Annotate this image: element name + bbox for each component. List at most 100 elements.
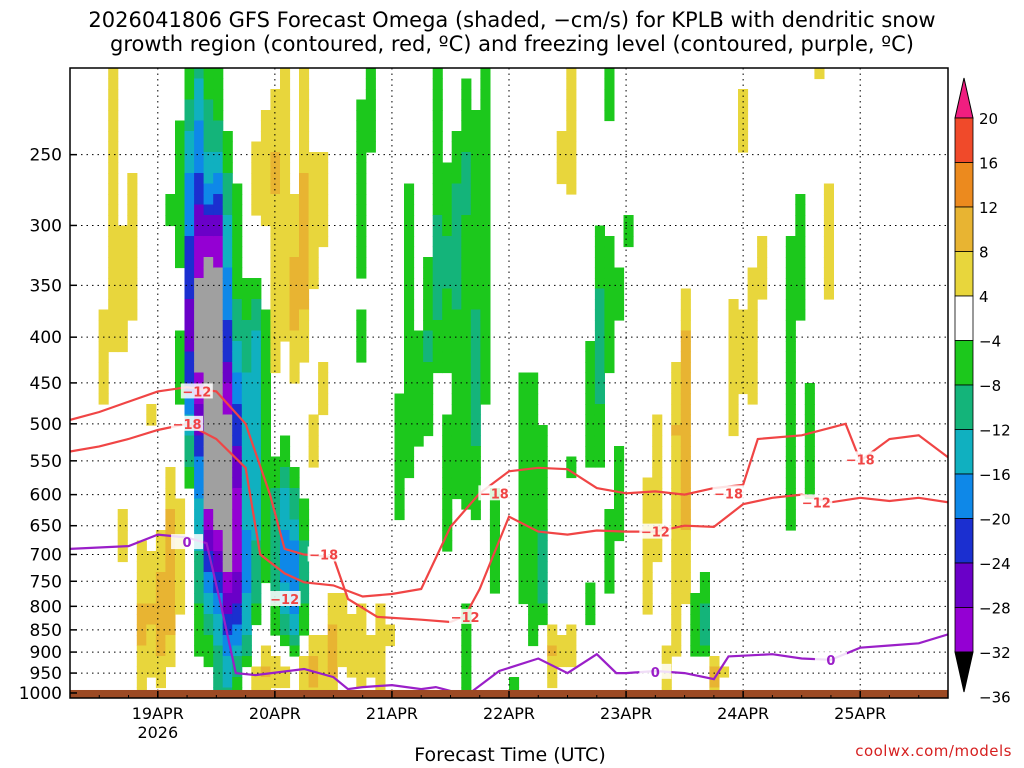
omega-cell bbox=[489, 498, 500, 510]
omega-cell bbox=[232, 435, 243, 447]
omega-cell bbox=[184, 131, 195, 143]
omega-cell bbox=[155, 677, 166, 689]
omega-cell bbox=[604, 78, 615, 90]
omega-cell bbox=[194, 78, 205, 90]
contour-dgz-minus12 bbox=[70, 386, 948, 624]
omega-cell bbox=[423, 320, 434, 332]
omega-cell bbox=[194, 582, 205, 594]
omega-cell bbox=[270, 320, 281, 332]
omega-cell bbox=[241, 519, 252, 531]
omega-cell bbox=[470, 488, 481, 500]
omega-cell bbox=[785, 309, 796, 321]
omega-cell bbox=[337, 614, 348, 626]
omega-cell bbox=[280, 509, 291, 521]
omega-cell bbox=[280, 435, 291, 447]
omega-cell bbox=[194, 519, 205, 531]
omega-cell bbox=[155, 540, 166, 552]
omega-cell bbox=[308, 236, 319, 248]
omega-cell bbox=[280, 320, 291, 332]
omega-cell bbox=[222, 194, 233, 206]
omega-cell bbox=[442, 299, 453, 311]
omega-cell bbox=[556, 131, 567, 143]
omega-cell bbox=[442, 435, 453, 447]
omega-cell bbox=[260, 677, 271, 689]
omega-cell bbox=[642, 488, 653, 500]
omega-cell bbox=[289, 488, 300, 500]
omega-cell bbox=[404, 267, 415, 279]
omega-cell bbox=[232, 393, 243, 405]
omega-cell bbox=[260, 183, 271, 195]
omega-cell bbox=[528, 603, 539, 615]
omega-cell bbox=[136, 582, 147, 594]
omega-cell bbox=[671, 635, 682, 647]
omega-cell bbox=[98, 309, 109, 321]
omega-cell bbox=[518, 404, 529, 416]
omega-cell bbox=[194, 194, 205, 206]
omega-cell bbox=[280, 551, 291, 563]
omega-cell bbox=[241, 593, 252, 605]
omega-cell bbox=[461, 236, 472, 248]
omega-cell bbox=[289, 194, 300, 206]
omega-cell bbox=[795, 257, 806, 269]
omega-cell bbox=[757, 257, 768, 269]
omega-cell bbox=[213, 551, 224, 563]
omega-cell bbox=[241, 404, 252, 416]
omega-cell bbox=[127, 225, 138, 237]
omega-cell bbox=[404, 393, 415, 405]
omega-cell bbox=[308, 645, 319, 657]
omega-cell bbox=[270, 299, 281, 311]
omega-cell bbox=[795, 309, 806, 321]
omega-cell bbox=[213, 519, 224, 531]
omega-cell bbox=[184, 204, 195, 216]
omega-cell bbox=[671, 414, 682, 426]
omega-cell bbox=[175, 152, 186, 164]
omega-cell bbox=[299, 519, 310, 531]
omega-cell bbox=[280, 467, 291, 479]
omega-cell bbox=[232, 215, 243, 227]
omega-cell bbox=[117, 341, 128, 353]
omega-cell bbox=[184, 141, 195, 153]
omega-cell bbox=[432, 141, 443, 153]
omega-cell bbox=[251, 309, 262, 321]
omega-cell bbox=[346, 614, 357, 626]
colorbar-swatch bbox=[954, 340, 974, 386]
omega-cell bbox=[461, 152, 472, 164]
y-tick-label: 450 bbox=[30, 374, 62, 394]
omega-cell bbox=[232, 330, 243, 342]
omega-cell bbox=[241, 509, 252, 521]
omega-cell bbox=[614, 446, 625, 458]
omega-cell bbox=[604, 572, 615, 584]
omega-cell bbox=[785, 446, 796, 458]
omega-cell bbox=[652, 414, 663, 426]
omega-cell bbox=[165, 204, 176, 216]
omega-cell bbox=[251, 414, 262, 426]
omega-cell bbox=[537, 530, 548, 542]
omega-cell bbox=[184, 120, 195, 132]
omega-cell bbox=[203, 99, 214, 111]
omega-cell bbox=[251, 194, 262, 206]
omega-cell bbox=[213, 68, 224, 80]
omega-cell bbox=[289, 267, 300, 279]
omega-cell bbox=[260, 152, 271, 164]
omega-cell bbox=[518, 393, 529, 405]
omega-cell bbox=[289, 519, 300, 531]
omega-cell bbox=[260, 446, 271, 458]
omega-cell bbox=[318, 183, 329, 195]
omega-cell bbox=[213, 540, 224, 552]
omega-cell bbox=[528, 456, 539, 468]
omega-cell bbox=[823, 246, 834, 258]
omega-cell bbox=[222, 677, 233, 689]
omega-cell bbox=[442, 204, 453, 216]
omega-cell bbox=[194, 341, 205, 353]
omega-cell bbox=[432, 99, 443, 111]
omega-cell bbox=[260, 488, 271, 500]
omega-cell bbox=[127, 267, 138, 279]
omega-cell bbox=[232, 509, 243, 521]
omega-cell bbox=[260, 435, 271, 447]
omega-cell bbox=[537, 603, 548, 615]
omega-cell bbox=[194, 498, 205, 510]
omega-cell bbox=[165, 509, 176, 521]
omega-cell bbox=[299, 183, 310, 195]
omega-cell bbox=[251, 498, 262, 510]
omega-cell bbox=[442, 488, 453, 500]
